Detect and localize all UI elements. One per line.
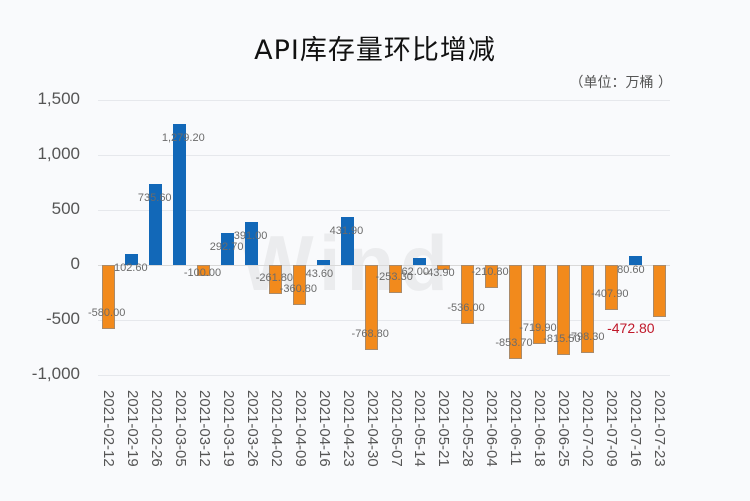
bar-2021-04-16	[317, 260, 331, 265]
data-label: -798.30	[567, 330, 605, 343]
gridline	[98, 375, 670, 376]
x-axis-tick-label: 2021-03-19	[219, 390, 237, 467]
x-axis-tick-label: 2021-03-12	[195, 390, 213, 467]
data-label: 43.60	[305, 268, 334, 281]
gridline	[98, 265, 670, 266]
unit-label: （单位：万桶 ）	[569, 75, 672, 91]
data-label: -261.80	[255, 271, 294, 284]
data-label: 292.70	[209, 240, 244, 253]
data-label: -853.70	[495, 336, 533, 349]
data-label: 735.60	[137, 192, 172, 205]
data-label: -210.80	[471, 266, 509, 279]
bar-2021-05-07	[389, 265, 403, 293]
y-axis-tick-label: -1,000	[31, 364, 80, 383]
bar-2021-07-02	[580, 265, 594, 353]
x-axis-tick-label: 2021-02-19	[123, 390, 141, 467]
bar-2021-02-26	[149, 184, 163, 265]
y-axis-tick-label: 1,000	[37, 144, 80, 163]
bar-2021-02-19	[125, 253, 139, 265]
x-axis-tick-label: 2021-04-23	[339, 390, 357, 467]
data-label: -100.00	[183, 267, 222, 279]
data-label: 62.00	[401, 266, 429, 279]
data-label: -472.80	[607, 320, 655, 336]
x-axis-tick-label: 2021-03-26	[243, 390, 261, 467]
chart-title: API库存量环比增减	[254, 35, 496, 66]
x-axis-tick-label: 2021-05-21	[435, 390, 453, 467]
data-label: -43.90	[423, 267, 455, 279]
x-axis-tick-label: 2021-04-16	[315, 390, 333, 467]
x-axis-tick-label: 2021-02-26	[147, 390, 165, 467]
bar-2021-07-16	[628, 256, 642, 265]
x-axis-tick-label: 2021-07-09	[603, 390, 621, 467]
x-axis-tick-label: 2021-06-25	[555, 390, 573, 467]
x-axis-tick-label: 2021-02-12	[100, 390, 117, 467]
bar-2021-06-04	[484, 265, 498, 289]
x-axis-tick-label: 2021-07-23	[651, 390, 669, 467]
data-label: 391.00	[233, 229, 268, 242]
x-axis-tick-label: 2021-07-16	[627, 390, 645, 467]
bar-2021-06-11	[508, 265, 522, 359]
bar-2021-06-18	[532, 265, 546, 345]
x-axis-tick-label: 2021-06-11	[507, 390, 525, 466]
bar-2021-03-05	[173, 124, 187, 265]
data-label: -360.80	[279, 282, 317, 295]
bar-2021-04-30	[365, 265, 379, 350]
y-axis-tick-label: 0	[70, 254, 80, 273]
x-axis-tick-label: 2021-04-09	[291, 390, 309, 467]
bar-2021-05-21	[436, 265, 450, 270]
gridline	[98, 155, 670, 156]
data-label: 1,279.20	[161, 132, 205, 145]
y-axis-tick-label: 500	[51, 199, 80, 218]
data-label: 80.60	[617, 264, 645, 277]
bar-2021-07-23	[652, 265, 666, 317]
data-label: -580.00	[88, 306, 126, 319]
gridline	[98, 320, 670, 321]
bar-2021-03-26	[245, 221, 259, 265]
data-label: -253.30	[375, 270, 413, 283]
x-axis-tick-label: 2021-04-30	[363, 390, 381, 467]
bar-2021-04-02	[269, 265, 283, 294]
gridline	[98, 100, 670, 101]
data-label: -407.90	[591, 287, 629, 300]
data-label: -536.00	[447, 301, 485, 314]
data-label: -719.90	[519, 322, 557, 335]
data-label: -815.50	[543, 332, 581, 345]
bar-2021-02-12	[101, 265, 115, 329]
x-axis-tick-label: 2021-07-02	[579, 390, 597, 467]
data-label: -768.80	[351, 327, 389, 340]
data-label: 431.90	[329, 225, 364, 238]
bar-2021-04-09	[293, 265, 307, 305]
data-label: 102.60	[113, 261, 148, 274]
bar-2021-05-28	[460, 265, 474, 324]
gridline	[98, 210, 670, 211]
x-axis-tick-label: 2021-06-18	[531, 390, 549, 467]
y-axis-tick-label: -500	[45, 309, 80, 328]
bar-2021-05-14	[412, 258, 426, 265]
bar-2021-04-23	[341, 217, 355, 265]
bar-2021-07-09	[604, 265, 618, 310]
x-axis-tick-label: 2021-03-05	[171, 390, 189, 467]
x-axis-tick-label: 2021-05-14	[411, 390, 429, 467]
bar-2021-03-19	[221, 232, 235, 265]
y-axis-tick-label: 1,500	[37, 89, 80, 108]
x-axis-tick-label: 2021-04-02	[267, 390, 285, 467]
bar-2021-03-12	[197, 265, 211, 276]
x-axis-tick-label: 2021-05-07	[387, 390, 405, 467]
x-axis-tick-label: 2021-05-28	[459, 390, 477, 467]
bar-2021-06-25	[556, 265, 570, 355]
x-axis-tick-label: 2021-06-04	[483, 390, 501, 467]
